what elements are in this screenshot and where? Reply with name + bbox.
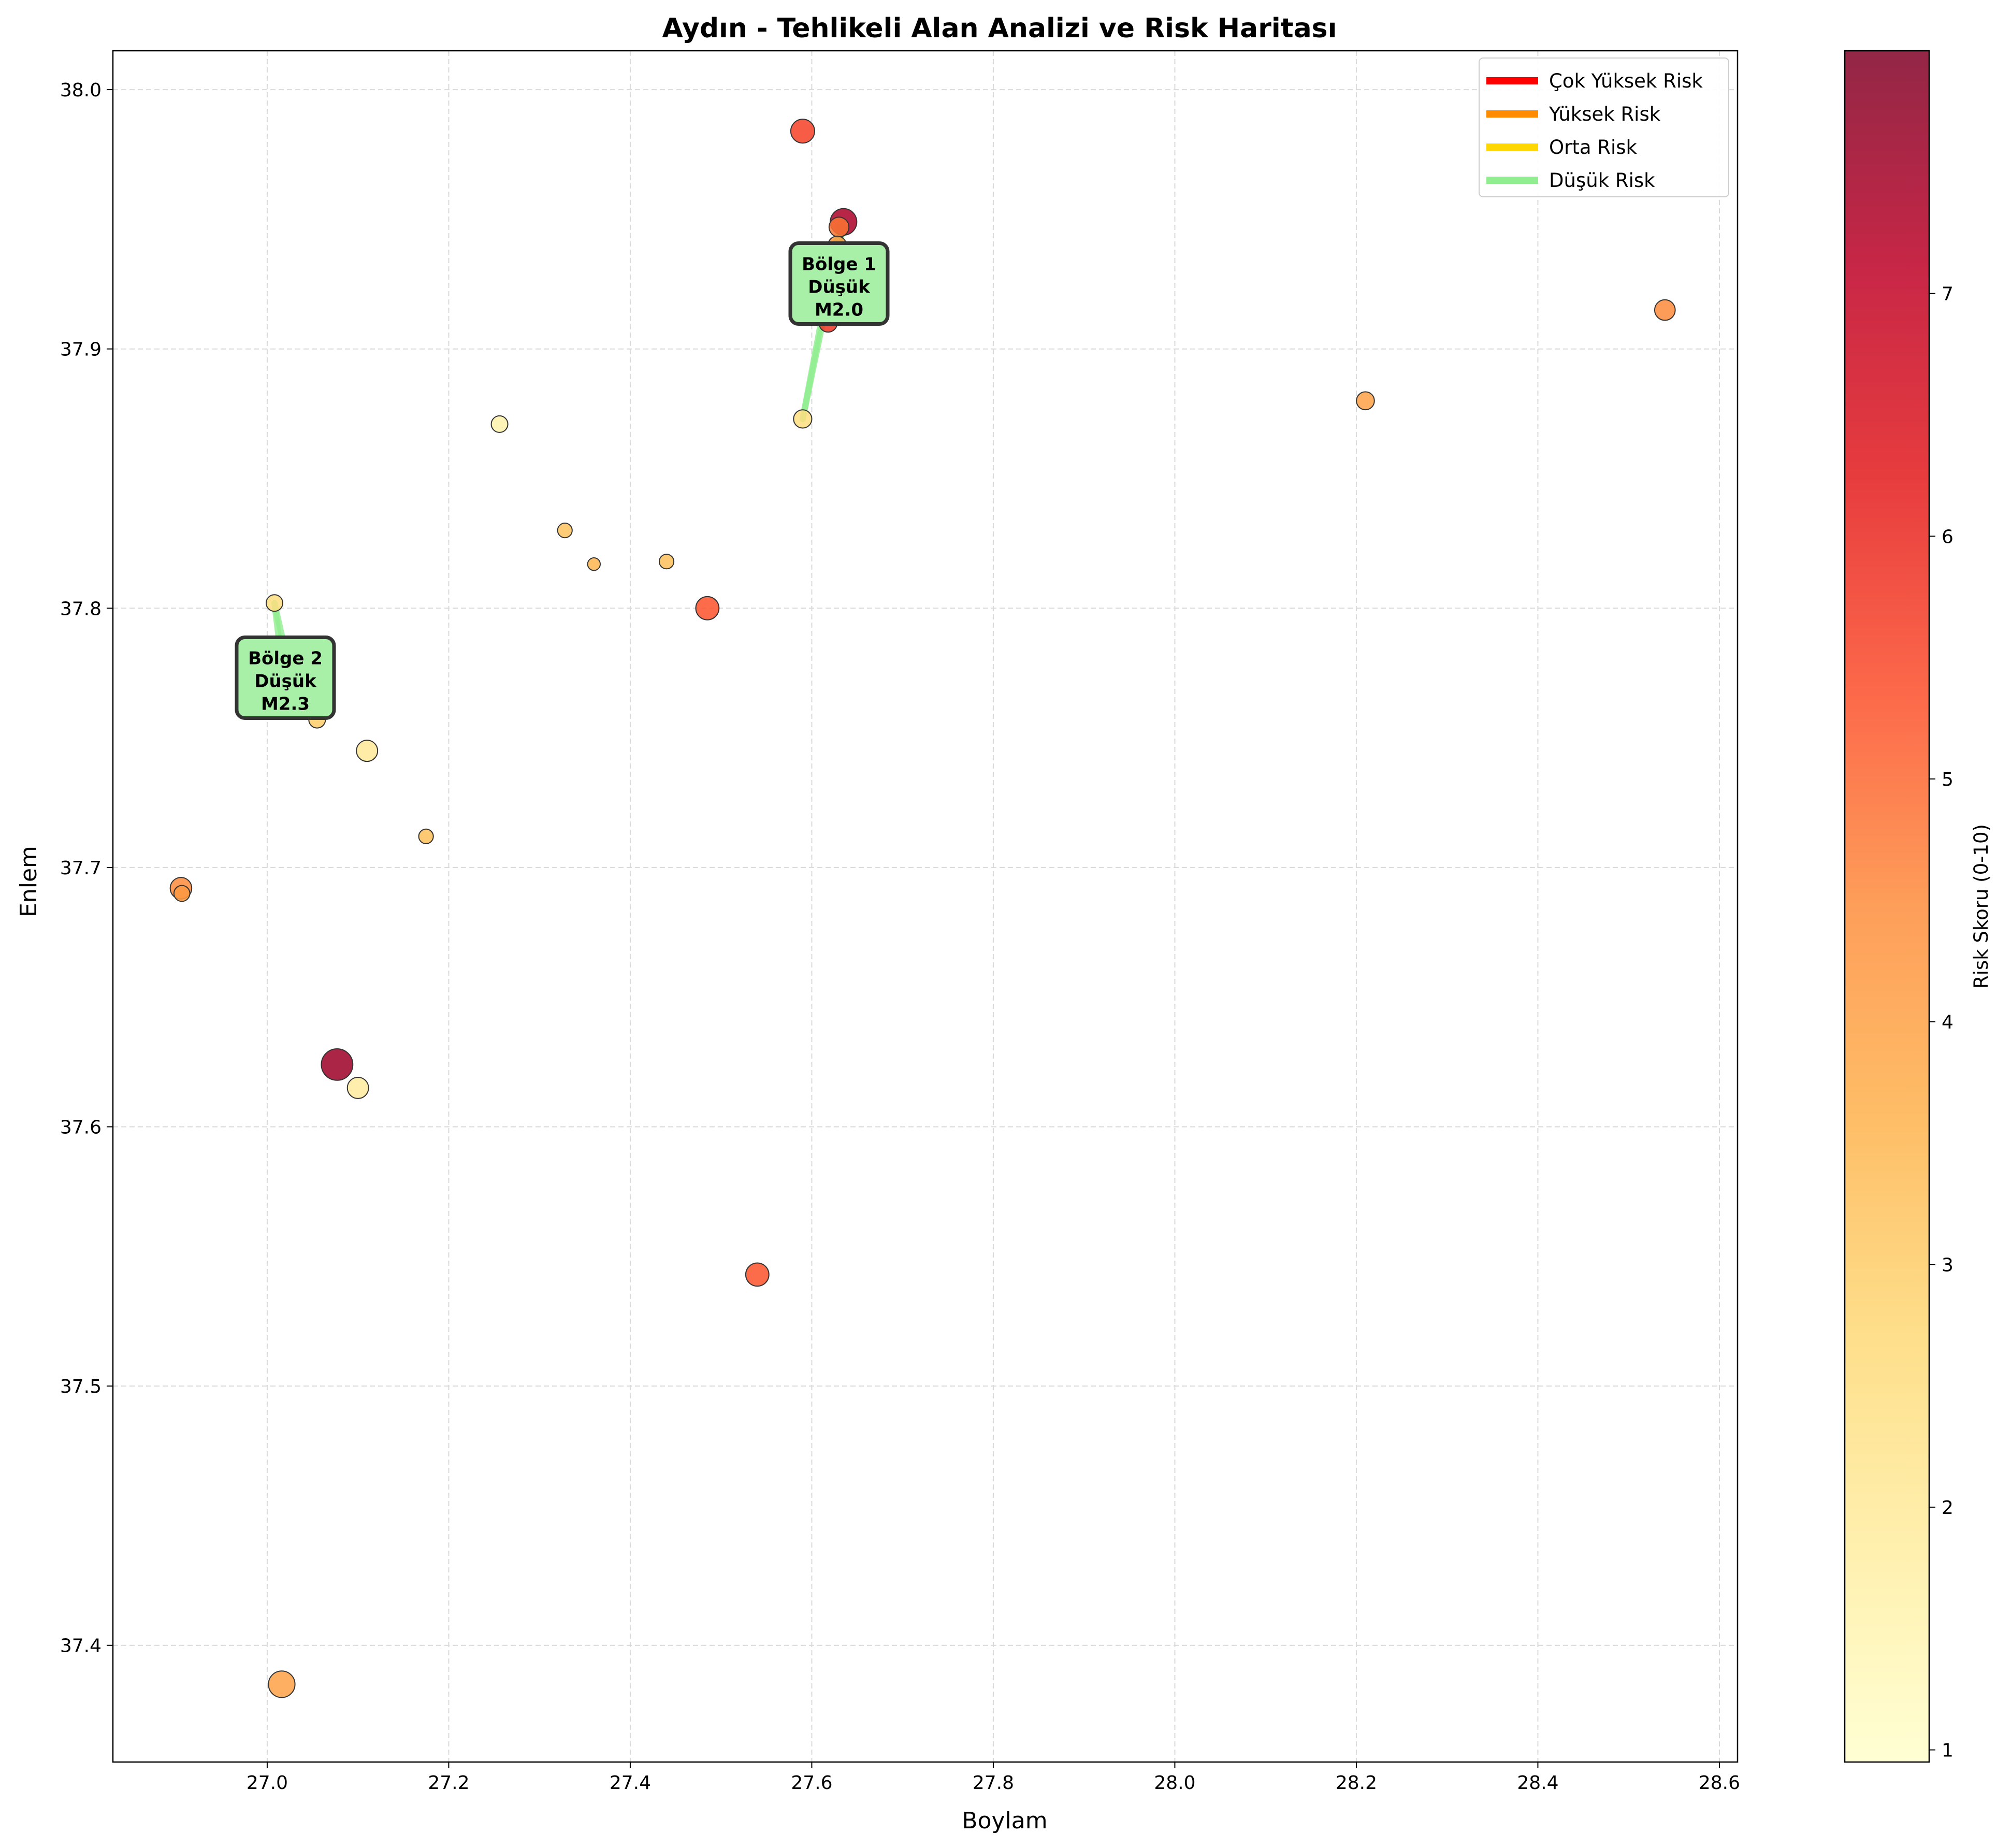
legend-label: Düşük Risk [1549,169,1655,192]
data-point [418,828,434,844]
data-point [490,415,509,433]
data-point [1356,391,1375,411]
data-point [793,409,813,429]
y-tick-label: 37.5 [60,1376,102,1397]
data-point [1654,299,1676,321]
y-tick-label: 37.4 [60,1636,102,1657]
x-tick-label: 28.0 [1154,1772,1195,1794]
data-point [265,594,283,612]
data-point [268,1670,296,1698]
zone-annotation-box [788,241,890,326]
x-tick-label: 27.2 [428,1772,469,1794]
x-tick-label: 28.6 [1699,1772,1740,1794]
colorbar-tick-label: 3 [1942,1254,1953,1276]
data-point [173,885,191,902]
x-tick-label: 27.6 [791,1772,832,1794]
x-tick-label: 28.4 [1517,1772,1558,1794]
data-point [658,554,675,570]
colorbar-label: Risk Skoru (0-10) [1970,824,1992,989]
zone-annotation-label: Bölge 1 [802,254,876,275]
data-point [587,557,601,571]
y-axis-label: Enlem [16,846,42,917]
y-tick-label: 38.0 [60,80,102,101]
data-point [745,1262,770,1287]
colorbar-tick-label: 4 [1942,1012,1953,1033]
data-point [828,216,850,238]
data-point [346,1076,369,1099]
legend-label: Çok Yüksek Risk [1549,70,1703,92]
legend-box [1479,57,1729,197]
chart-title: Aydın - Tehlikeli Alan Analizi ve Risk H… [662,13,1337,44]
x-axis-label: Boylam [962,1808,1047,1834]
zone-annotation-risk-label: Düşük [808,277,871,298]
x-tick-label: 27.0 [247,1772,288,1794]
zone-annotation-risk-label: Düşük [254,671,317,691]
zone-annotation-box [235,635,336,720]
y-tick-label: 37.8 [60,598,102,619]
axis-ticks: 27.0 27.2 27.4 27.6 27.8 28.0 28.2 28.4 28.6 37.4… [60,80,1740,1794]
zone-annotation-label: Bölge 2 [248,648,323,669]
data-point [790,119,815,144]
colorbar-tick-label: 6 [1942,526,1953,547]
data-point [557,523,573,539]
plot-frame [112,50,1739,1763]
colorbar-tick-label: 2 [1942,1497,1953,1519]
x-tick-label: 28.2 [1336,1772,1377,1794]
y-tick-label: 37.7 [60,858,102,879]
data-point [321,1048,354,1081]
x-tick-label: 27.4 [610,1772,651,1794]
y-tick-label: 37.6 [60,1117,102,1138]
zone-annotation-magnitude: M2.3 [261,694,310,714]
legend-label: Orta Risk [1549,136,1638,158]
colorbar-tick-label: 5 [1942,769,1953,790]
legend: Çok Yüksek Risk Yüksek Risk Orta Risk Düşük… [1479,57,1729,197]
data-point [695,596,720,620]
zone-annotation-magnitude: M2.0 [815,300,863,321]
y-tick-label: 37.9 [60,339,102,360]
x-tick-label: 27.8 [973,1772,1014,1794]
grid-lines [113,51,1738,1762]
data-point [356,740,379,762]
colorbar-tick-label: 7 [1942,284,1953,305]
colorbar-gradient [1844,50,1930,1763]
colorbar-tick-label: 1 [1942,1740,1953,1762]
colorbar: 1 2 3 4 5 6 7 Risk Skoru (0-10) [1844,50,1992,1763]
legend-label: Yüksek Risk [1549,103,1661,125]
